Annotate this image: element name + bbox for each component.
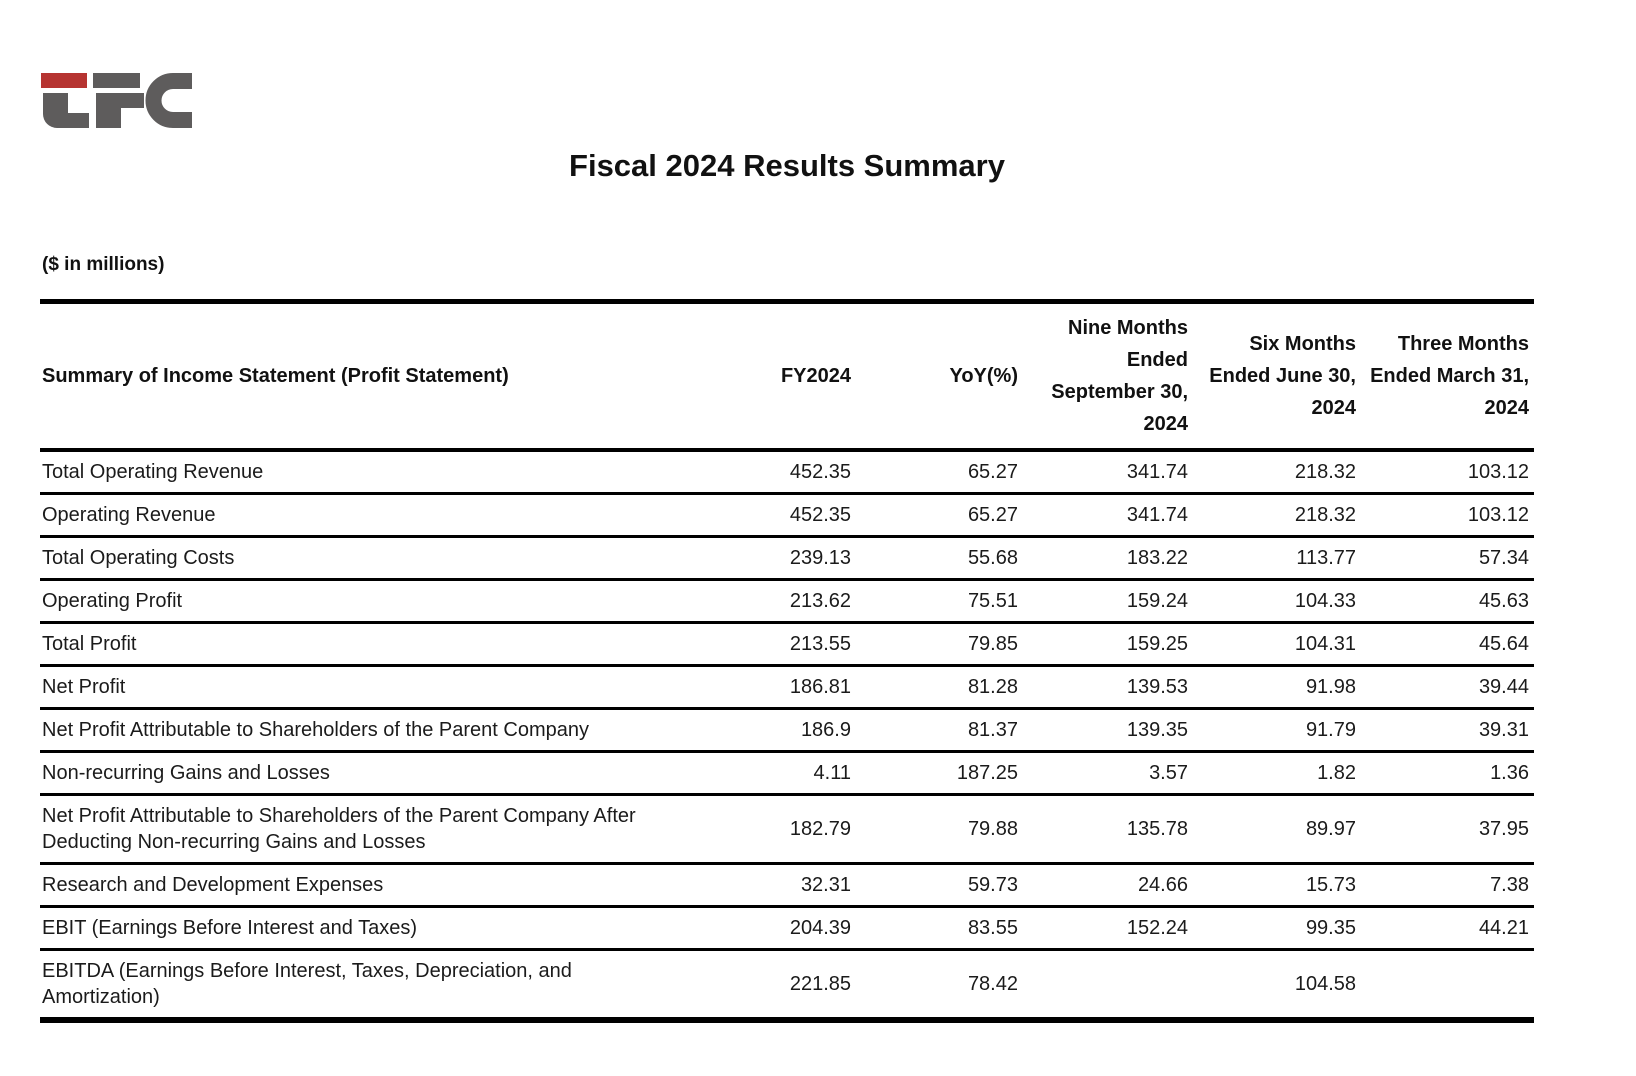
table-row: Operating Profit 213.62 75.51 159.24 104…: [40, 579, 1534, 624]
cell-value: 89.97: [1193, 794, 1361, 865]
cell-value: 182.79: [695, 794, 856, 865]
cell-value: 81.37: [856, 708, 1023, 753]
column-header-six-months: Six Months Ended June 30, 2024: [1193, 301, 1361, 452]
row-label: EBIT (Earnings Before Interest and Taxes…: [40, 906, 695, 951]
cell-value: [1023, 950, 1193, 1021]
table-row: Operating Revenue 452.35 65.27 341.74 21…: [40, 493, 1534, 538]
cell-value: 57.34: [1361, 536, 1534, 581]
cell-value: 15.73: [1193, 863, 1361, 908]
company-logo: [40, 66, 194, 130]
cell-value: 1.82: [1193, 751, 1361, 796]
cell-value: 44.21: [1361, 906, 1534, 951]
row-label: Net Profit Attributable to Shareholders …: [40, 794, 695, 865]
cell-value: 37.95: [1361, 794, 1534, 865]
table-row: EBIT (Earnings Before Interest and Taxes…: [40, 906, 1534, 951]
cell-value: [1361, 950, 1534, 1021]
cell-value: 32.31: [695, 863, 856, 908]
row-label: Operating Profit: [40, 579, 695, 624]
table-row: EBITDA (Earnings Before Interest, Taxes,…: [40, 950, 1534, 1021]
row-label: Total Profit: [40, 622, 695, 667]
cell-value: 113.77: [1193, 536, 1361, 581]
row-label: Operating Revenue: [40, 493, 695, 538]
cell-value: 104.33: [1193, 579, 1361, 624]
cell-value: 3.57: [1023, 751, 1193, 796]
cell-value: 341.74: [1023, 493, 1193, 538]
row-label: Research and Development Expenses: [40, 863, 695, 908]
cell-value: 103.12: [1361, 493, 1534, 538]
cell-value: 99.35: [1193, 906, 1361, 951]
cell-value: 139.53: [1023, 665, 1193, 710]
row-label: EBITDA (Earnings Before Interest, Taxes,…: [42, 960, 572, 1008]
row-label: Net Profit Attributable to Shareholders …: [40, 708, 695, 753]
cell-value: 79.88: [856, 794, 1023, 865]
row-label: Total Operating Revenue: [40, 450, 695, 495]
cell-value: 187.25: [856, 751, 1023, 796]
header-row: Summary of Income Statement (Profit Stat…: [40, 301, 1534, 452]
cell-value: 213.55: [695, 622, 856, 667]
cell-value: 452.35: [695, 450, 856, 495]
cell-value: 4.11: [695, 751, 856, 796]
column-header-three-months: Three Months Ended March 31, 2024: [1361, 301, 1534, 452]
income-statement-table: Summary of Income Statement (Profit Stat…: [40, 299, 1534, 1023]
cell-value: 152.24: [1023, 906, 1193, 951]
cell-value: 1.36: [1361, 751, 1534, 796]
cell-value: 139.35: [1023, 708, 1193, 753]
table-row: Net Profit Attributable to Shareholders …: [40, 708, 1534, 753]
cell-value: 104.58: [1294, 973, 1356, 995]
cell-value: 218.32: [1193, 493, 1361, 538]
cell-value: 218.32: [1193, 450, 1361, 495]
cell-value: 39.31: [1361, 708, 1534, 753]
table-row: Net Profit 186.81 81.28 139.53 91.98 39.…: [40, 665, 1534, 710]
column-header-label: Summary of Income Statement (Profit Stat…: [40, 301, 695, 452]
row-label: Total Operating Costs: [40, 536, 695, 581]
table-row: Net Profit Attributable to Shareholders …: [40, 794, 1534, 865]
cell-value: 75.51: [856, 579, 1023, 624]
cell-value: 135.78: [1023, 794, 1193, 865]
cell-value: 159.24: [1023, 579, 1193, 624]
table-row: Total Profit 213.55 79.85 159.25 104.31 …: [40, 622, 1534, 667]
cell-value: 7.38: [1361, 863, 1534, 908]
cell-value: 213.62: [695, 579, 856, 624]
cell-value: 45.63: [1361, 579, 1534, 624]
table-row: Non-recurring Gains and Losses 4.11 187.…: [40, 751, 1534, 796]
cell-value: 186.9: [695, 708, 856, 753]
cell-value: 103.12: [1361, 450, 1534, 495]
row-label: Net Profit: [40, 665, 695, 710]
cell-value: 39.44: [1361, 665, 1534, 710]
cell-value: 341.74: [1023, 450, 1193, 495]
cell-value: 204.39: [695, 906, 856, 951]
cell-value: 239.13: [695, 536, 856, 581]
table-row: Research and Development Expenses 32.31 …: [40, 863, 1534, 908]
column-header-fy2024: FY2024: [695, 301, 856, 452]
units-note: ($ in millions): [42, 254, 165, 275]
cell-value: 55.68: [856, 536, 1023, 581]
cell-value: 183.22: [1023, 536, 1193, 581]
cell-value: 452.35: [695, 493, 856, 538]
column-header-nine-months: Nine Months Ended September 30, 2024: [1023, 301, 1193, 452]
table-row: Total Operating Costs 239.13 55.68 183.2…: [40, 536, 1534, 581]
column-header-yoy: YoY(%): [856, 301, 1023, 452]
cell-value: 221.85: [789, 973, 851, 995]
cell-value: 81.28: [856, 665, 1023, 710]
cell-value: 104.31: [1193, 622, 1361, 667]
cell-value: 24.66: [1023, 863, 1193, 908]
cell-value: 45.64: [1361, 622, 1534, 667]
cell-value: 91.79: [1193, 708, 1361, 753]
cell-value: 186.81: [695, 665, 856, 710]
cell-value: 65.27: [856, 450, 1023, 495]
cell-value: 91.98: [1193, 665, 1361, 710]
row-label: Non-recurring Gains and Losses: [40, 751, 695, 796]
lfc-logo-graphic: [41, 73, 192, 128]
cell-value: 159.25: [1023, 622, 1193, 667]
table-row: Total Operating Revenue 452.35 65.27 341…: [40, 450, 1534, 495]
cell-value: 83.55: [856, 906, 1023, 951]
cell-value: 79.85: [856, 622, 1023, 667]
page-title: Fiscal 2024 Results Summary: [569, 148, 1005, 183]
cell-value: 65.27: [856, 493, 1023, 538]
cell-value: 78.42: [967, 973, 1018, 995]
cell-value: 59.73: [856, 863, 1023, 908]
